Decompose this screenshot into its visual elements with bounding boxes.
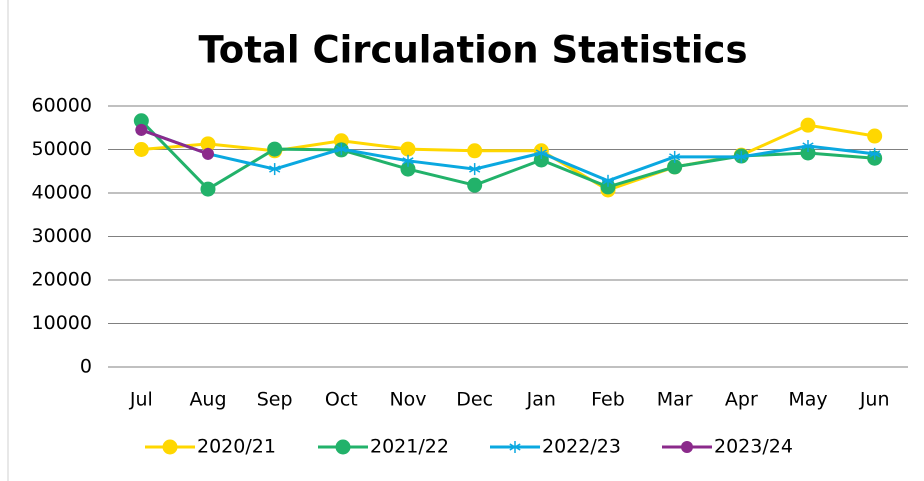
y-tick-label: 20000 <box>32 269 92 291</box>
marker <box>133 142 149 157</box>
x-tick-label: Nov <box>389 389 426 411</box>
marker <box>668 150 681 163</box>
marker <box>402 154 414 167</box>
y-tick-label: 0 <box>80 356 92 378</box>
y-tick-label: 40000 <box>32 182 92 204</box>
marker <box>800 117 816 133</box>
marker <box>202 147 214 160</box>
legend-marker <box>335 439 351 455</box>
marker <box>335 143 348 156</box>
marker <box>400 141 416 157</box>
x-tick-label: Jun <box>859 389 890 411</box>
marker <box>200 181 216 197</box>
marker <box>602 174 614 187</box>
marker <box>533 152 549 168</box>
y-tick-label: 30000 <box>32 225 92 247</box>
legend-label: 2020/21 <box>197 436 276 458</box>
marker <box>467 177 483 193</box>
legend-marker <box>162 439 178 455</box>
marker <box>133 113 149 129</box>
x-tick-label: Feb <box>591 389 625 411</box>
legend-label: 2023/24 <box>714 436 793 458</box>
x-tick-label: May <box>788 389 827 411</box>
chart-frame <box>7 0 924 481</box>
marker <box>467 143 483 159</box>
x-tick-label: Apr <box>725 389 758 411</box>
marker <box>200 136 216 152</box>
x-tick-label: Jan <box>526 389 556 411</box>
marker <box>468 163 481 176</box>
x-tick-label: Mar <box>657 389 693 411</box>
marker <box>268 163 281 176</box>
x-tick-label: Jul <box>129 389 153 411</box>
x-tick-label: Dec <box>456 389 493 411</box>
marker <box>135 123 148 136</box>
marker <box>735 150 748 163</box>
series-line <box>141 123 875 192</box>
legend-label: 2022/23 <box>542 436 621 458</box>
marker <box>800 145 816 161</box>
marker <box>867 128 883 144</box>
x-tick-label: Aug <box>189 389 226 411</box>
y-tick-label: 60000 <box>32 95 92 117</box>
series-line <box>140 128 209 156</box>
marker <box>535 146 548 159</box>
y-tick-label: 10000 <box>32 312 92 334</box>
legend-label: 2021/22 <box>370 436 449 458</box>
marker <box>400 161 416 177</box>
chart-title: Total Circulation Statistics <box>198 29 747 72</box>
marker <box>667 159 683 175</box>
legend-marker <box>681 441 693 453</box>
series-line <box>140 128 875 183</box>
legend-marker <box>509 441 521 453</box>
marker <box>802 140 814 153</box>
x-tick-label: Sep <box>257 389 293 411</box>
marker <box>267 141 283 157</box>
y-tick-label: 50000 <box>32 138 92 160</box>
x-tick-label: Oct <box>325 389 358 411</box>
marker <box>868 147 881 160</box>
